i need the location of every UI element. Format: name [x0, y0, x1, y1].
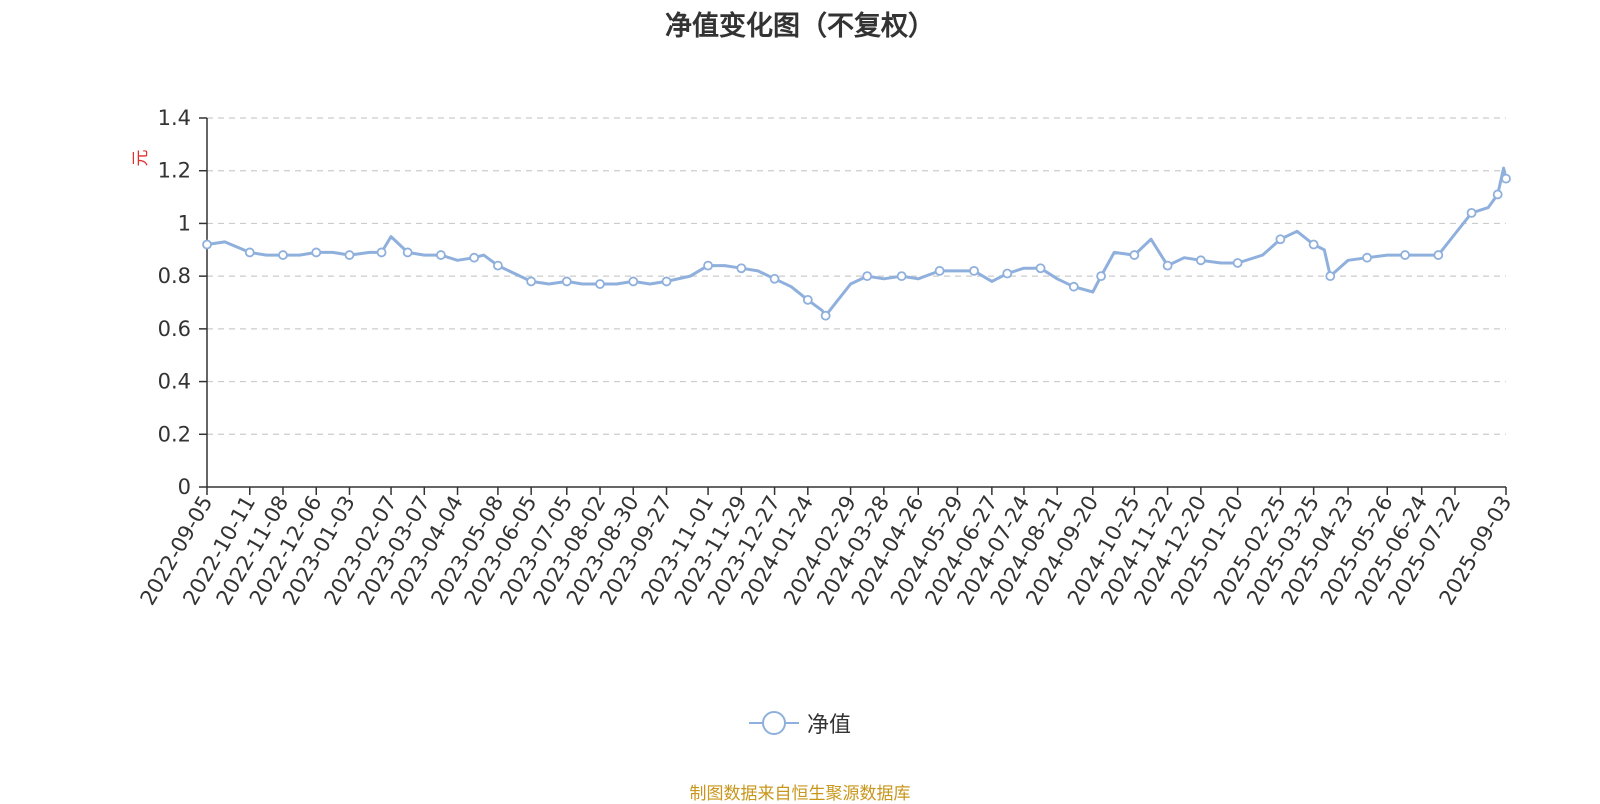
- y-tick-label: 0.2: [158, 422, 191, 446]
- data-point-marker: [469, 252, 480, 263]
- axes: [206, 118, 1506, 488]
- data-point-marker: [1308, 239, 1319, 250]
- data-point-marker: [1035, 263, 1046, 274]
- data-point-marker: [1002, 268, 1013, 279]
- data-point-marker: [1195, 255, 1206, 266]
- data-point-marker: [769, 273, 780, 284]
- legend[interactable]: 净值: [0, 707, 1600, 739]
- data-point-marker: [1096, 271, 1107, 282]
- data-point-marker: [1400, 250, 1410, 260]
- data-point-marker: [1433, 250, 1444, 260]
- data-point-marker: [628, 276, 639, 287]
- data-point-marker: [493, 260, 503, 271]
- data-point-marker: [1068, 281, 1079, 292]
- data-point-marker: [344, 250, 355, 260]
- data-point-marker: [661, 276, 672, 287]
- data-point-marker: [402, 247, 413, 258]
- grid-lines: [207, 117, 1506, 435]
- data-point-marker: [244, 247, 255, 258]
- data-point-marker: [736, 263, 747, 274]
- data-point-marker: [376, 247, 387, 258]
- data-point-marker: [862, 271, 873, 282]
- y-tick-label: 0: [178, 475, 191, 499]
- data-point-marker: [802, 294, 813, 305]
- data-point-marker: [595, 279, 605, 289]
- data-point-marker: [1232, 258, 1243, 268]
- data-point-marker: [896, 271, 907, 282]
- data-point-marker: [526, 276, 537, 287]
- y-tick-label: 1.4: [158, 106, 191, 130]
- legend-label: 净值: [806, 713, 851, 738]
- y-tick-label: 0.8: [158, 264, 191, 288]
- data-point-marker: [820, 310, 831, 321]
- legend-line-marker-icon: [748, 711, 799, 735]
- data-point-marker: [202, 239, 212, 250]
- data-point-marker: [1162, 260, 1173, 271]
- data-point-marker: [1501, 173, 1511, 184]
- data-point-marker: [1129, 250, 1140, 260]
- data-point-marker: [969, 265, 979, 276]
- data-point-marker: [311, 247, 322, 258]
- series-group: [202, 166, 1511, 321]
- data-point-marker: [1466, 207, 1477, 218]
- y-tick-label: 0.6: [158, 317, 191, 341]
- data-point-marker: [436, 250, 446, 260]
- y-axis-ticks: 0 0.2 0.4 0.6 0.8 1 1.2 1.4: [158, 106, 207, 499]
- y-axis-unit-label: 元: [131, 150, 151, 167]
- data-point-marker: [561, 276, 572, 287]
- data-point-marker: [1362, 252, 1372, 263]
- data-point-marker: [278, 250, 288, 260]
- data-point-marker: [703, 260, 713, 271]
- chart-title: 净值变化图（不复权）: [665, 11, 935, 42]
- data-point-marker: [1275, 234, 1286, 245]
- data-point-marker: [934, 265, 945, 276]
- data-point-marker: [1492, 189, 1503, 200]
- y-tick-label: 1.2: [158, 159, 191, 183]
- source-note: 制图数据来自恒生聚源数据库: [689, 784, 911, 804]
- y-tick-label: 1: [178, 211, 191, 235]
- x-axis-ticks: 2022-09-052022-10-112022-11-082022-12-06…: [136, 487, 1516, 609]
- data-point-marker: [1325, 271, 1336, 282]
- y-tick-label: 0.4: [158, 370, 191, 394]
